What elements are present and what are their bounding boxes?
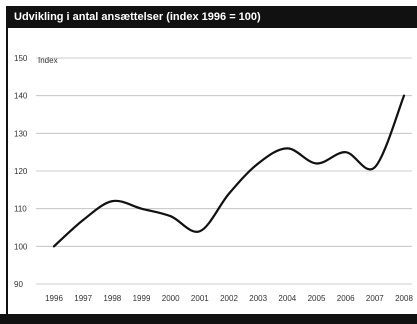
y-tick-label: 100 [14,242,28,251]
y-tick-label: 150 [14,54,28,63]
y-tick-label: 120 [14,167,28,176]
y-tick-label: 110 [14,205,27,214]
y-tick-label: 140 [14,92,28,101]
x-tick-label: 2004 [278,294,296,303]
series-points [53,95,405,247]
x-axis-ticks: 1996 1997 1998 1999 2000 2001 2002 2003 2004 2005… [45,294,413,303]
y-unit-label: Index [38,56,58,65]
x-tick-label: 2001 [191,294,209,303]
x-tick-label: 2008 [395,294,413,303]
x-tick-label: 2003 [249,294,267,303]
chart-title: Udvikling i antal ansættelser (index 199… [6,6,417,28]
x-tick-label: 2000 [162,294,180,303]
bottom-bar [0,314,417,324]
y-tick-label: 130 [14,129,28,138]
frame-left-rule [6,28,8,314]
x-tick-label: 2007 [366,294,384,303]
x-tick-label: 1996 [45,294,63,303]
grid-lines [36,57,412,285]
x-tick-label: 1999 [133,294,151,303]
x-tick-label: 1998 [103,294,121,303]
x-tick-label: 2002 [220,294,238,303]
x-tick-label: 1997 [74,294,92,303]
y-tick-label: 90 [14,280,23,289]
x-tick-label: 2006 [337,294,355,303]
x-tick-label: 2005 [308,294,326,303]
y-axis-ticks: 90 100 110 120 130 140 150 [14,54,28,289]
